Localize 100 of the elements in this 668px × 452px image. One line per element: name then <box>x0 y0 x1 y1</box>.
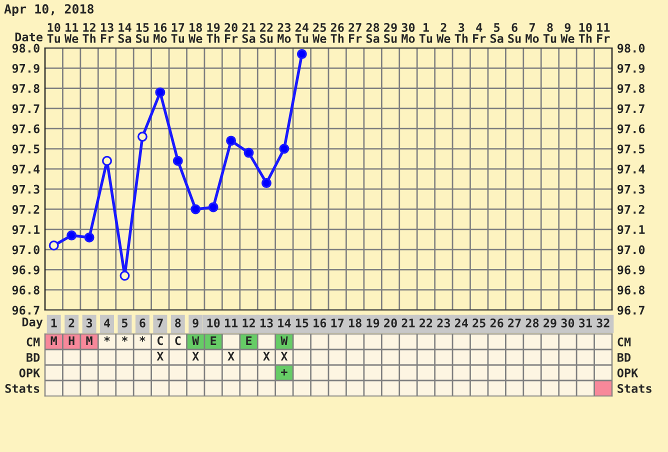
x2-tick-label: 2 We <box>436 23 450 43</box>
y-tick-label: 97.0 <box>12 245 40 254</box>
y2-tick-label: 97.9 <box>618 64 645 73</box>
x-tick-label: 13 <box>260 318 273 328</box>
category-label: OPK <box>617 368 638 378</box>
point <box>137 132 148 142</box>
y-tick-label: 97.9 <box>12 64 40 73</box>
text: E <box>210 336 216 346</box>
x-tick-label: 32 <box>596 318 610 328</box>
y2-tick-label: 97.4 <box>618 164 645 174</box>
x-tick-label: 19 <box>366 318 380 328</box>
text: W <box>192 336 200 346</box>
x-tick-label: 10 <box>207 318 220 328</box>
point <box>120 270 130 281</box>
x2-tick-label: 12 Th <box>82 23 96 43</box>
chart-title: Apr 10, 2018 <box>4 4 94 16</box>
x-tick-label: 1 <box>51 318 57 328</box>
point <box>208 202 218 212</box>
y-tick-label: 97.5 <box>12 144 40 154</box>
x2-tick-label: 3 Th <box>454 23 468 43</box>
x2-tick-label: 6 Su <box>508 23 521 43</box>
text: E <box>246 336 252 346</box>
x2-tick-label: 19 Th <box>206 23 220 43</box>
point <box>66 230 77 240</box>
x2-tick-label: 18 We <box>188 23 202 43</box>
text: + <box>281 369 288 376</box>
x2-tick-label: 15 Su <box>136 23 149 43</box>
x-axis-title: Day <box>22 318 43 329</box>
text: * <box>122 336 128 342</box>
y2-tick-label: 97.1 <box>618 225 645 234</box>
x2-axis-title: Date <box>15 32 43 42</box>
category-label: BD <box>618 353 631 362</box>
text: * <box>140 336 146 342</box>
y-tick-label: 97.3 <box>12 184 40 194</box>
y2-tick-label: 97.3 <box>618 184 645 194</box>
point <box>261 178 272 188</box>
x-tick-label: 3 <box>86 318 92 328</box>
y-tick-label: 97.4 <box>12 164 40 174</box>
category-label: OPK <box>19 368 40 378</box>
y2-tick-label: 97.6 <box>618 124 645 134</box>
x2-tick-label: 24 Tu <box>295 23 308 43</box>
x2-tick-label: 20 Fr <box>224 23 238 43</box>
point <box>48 240 59 251</box>
x-tick-label: 12 <box>242 318 255 328</box>
x2-tick-label: 25 We <box>312 23 326 43</box>
x2-tick-label: 22 Su <box>260 23 273 43</box>
text: M <box>86 336 92 346</box>
text: X <box>156 352 164 361</box>
y-tick-label: 97.2 <box>12 204 40 214</box>
x-tick-label: 2 <box>68 318 74 328</box>
text: X <box>263 352 270 361</box>
text: C <box>157 336 163 346</box>
x2-tick-label: 10 Th <box>578 23 592 43</box>
x-tick-label: 29 <box>544 318 556 328</box>
point <box>279 144 290 154</box>
x2-tick-label: 17 Tu <box>171 23 184 43</box>
x2-tick-label: 29 Su <box>384 23 397 43</box>
x-tick-label: 14 <box>278 318 291 328</box>
x-tick-label: 22 <box>420 318 432 328</box>
point <box>226 136 236 146</box>
x-tick-label: 23 <box>437 318 450 328</box>
y2-tick-label: 98.0 <box>618 44 645 53</box>
y-tick-label: 96.7 <box>12 306 40 315</box>
y2-tick-label: 96.8 <box>618 286 645 295</box>
x-tick-label: 16 <box>314 318 326 328</box>
text: C <box>175 336 181 346</box>
point <box>155 87 166 98</box>
category-label: Stats <box>618 384 652 393</box>
x2-tick-label: 11 We <box>64 23 78 43</box>
x2-tick-label: 7 Mo <box>526 23 539 43</box>
point <box>244 148 254 158</box>
category-label: Stats <box>5 384 40 393</box>
y2-tick-label: 96.7 <box>618 306 644 315</box>
y-tick-label: 98.0 <box>12 44 40 53</box>
y-tick-label: 97.8 <box>12 84 40 94</box>
category-label: CM <box>26 337 40 346</box>
text: M <box>50 336 57 346</box>
x2-tick-label: 1 Tu <box>419 23 432 43</box>
text: * <box>104 336 110 342</box>
x2-tick-label: 13 Fr <box>100 23 114 43</box>
point <box>296 49 307 60</box>
x2-tick-label: 16 Mo <box>154 23 167 43</box>
x-tick-label: 27 <box>508 318 521 328</box>
text: W <box>280 336 288 346</box>
x-tick-label: 8 <box>175 318 181 328</box>
x-tick-label: 6 <box>140 318 146 328</box>
x-tick-label: 18 <box>349 318 362 328</box>
x-tick-label: 24 <box>454 318 468 328</box>
y2-tick-label: 97.7 <box>618 104 644 114</box>
category-label: CM <box>618 337 631 346</box>
x2-tick-label: 23 Mo <box>278 23 291 43</box>
point <box>190 204 201 214</box>
x-tick-label: 21 <box>402 318 415 328</box>
x2-tick-label: 26 Th <box>330 23 344 43</box>
y2-tick-label: 96.9 <box>618 265 645 274</box>
y-tick-label: 97.6 <box>12 124 40 134</box>
x-tick-label: 11 <box>225 318 238 328</box>
x2-tick-label: 11 Fr <box>597 23 610 43</box>
text: X <box>228 352 234 361</box>
x-tick-label: 25 <box>472 318 486 328</box>
